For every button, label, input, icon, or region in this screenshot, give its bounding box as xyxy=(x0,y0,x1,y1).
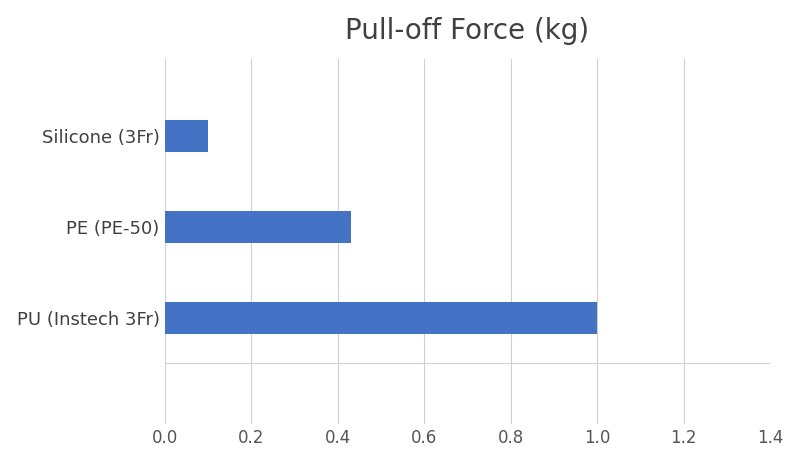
Bar xyxy=(165,211,350,243)
Bar xyxy=(165,120,208,152)
Bar xyxy=(165,302,597,334)
Title: Pull-off Force (kg): Pull-off Force (kg) xyxy=(346,17,590,44)
